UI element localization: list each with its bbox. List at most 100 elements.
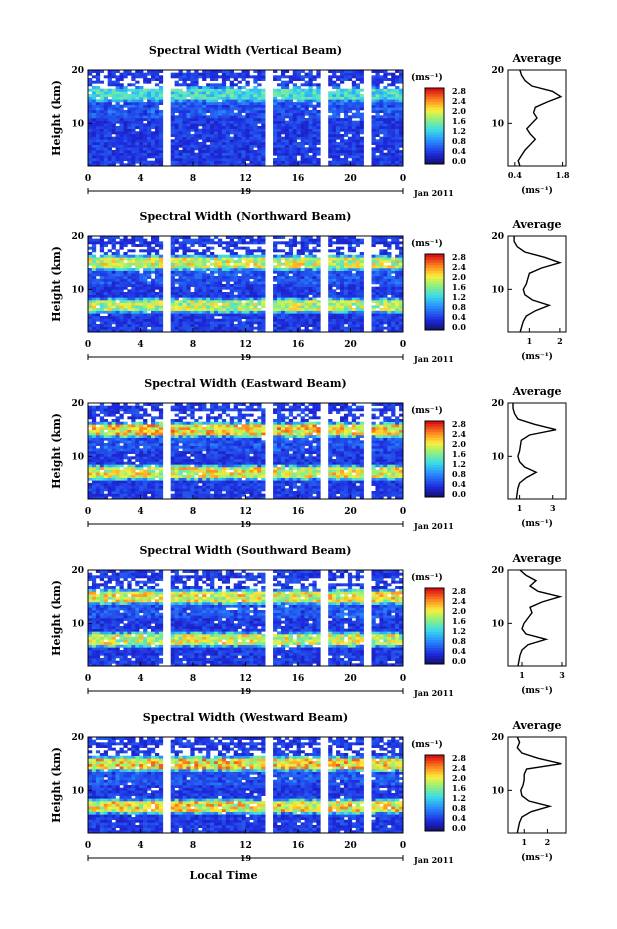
heatmap-cell — [103, 451, 108, 454]
heatmap-cell — [371, 329, 376, 333]
heatmap-cell — [257, 107, 262, 111]
heatmap-cell — [206, 123, 211, 127]
heatmap-cell — [237, 104, 242, 108]
heatmap-cell — [115, 120, 120, 124]
heatmap-cell — [154, 252, 160, 255]
x-tick-label: 0 — [85, 340, 91, 350]
heatmap-cell — [296, 289, 301, 293]
heatmap-cell — [288, 134, 294, 137]
heatmap-cell — [198, 252, 203, 255]
heatmap-cell — [154, 313, 160, 317]
heatmap-cell — [123, 134, 128, 137]
heatmap-cell — [300, 131, 305, 135]
heatmap-cell — [233, 316, 238, 319]
heatmap-cell — [359, 142, 364, 145]
x-tick-label: 20 — [344, 174, 357, 184]
heatmap-cell — [277, 104, 282, 108]
heatmap-cell — [135, 244, 140, 247]
heatmap-cell — [288, 305, 294, 309]
heatmap-cell — [198, 88, 203, 92]
heatmap-cell — [328, 115, 333, 119]
heatmap-cell — [383, 308, 388, 311]
heatmap-cell — [237, 147, 242, 151]
heatmap-cell — [119, 297, 124, 301]
heatmap-cell — [221, 302, 227, 306]
heatmap-cell — [91, 246, 97, 250]
heatmap-cell — [190, 158, 195, 161]
heatmap-cell — [391, 150, 396, 153]
heatmap-cell — [206, 313, 211, 317]
y-tick-label: 10 — [71, 119, 84, 129]
heatmap-cell — [225, 310, 231, 314]
heatmap-cell — [127, 326, 132, 330]
heatmap-cell — [88, 147, 93, 151]
heatmap-cell — [284, 136, 290, 140]
heatmap-cell — [379, 292, 384, 295]
heatmap-cell — [182, 249, 187, 253]
heatmap-cell — [174, 120, 179, 124]
heatmap-cell — [135, 123, 140, 127]
heatmap-cell — [312, 286, 317, 290]
heatmap-cell — [194, 238, 199, 242]
heatmap-cell — [186, 72, 191, 76]
heatmap-cell — [214, 329, 219, 333]
heatmap-cell — [217, 112, 223, 116]
heatmap-cell — [336, 102, 341, 105]
heatmap-cell — [280, 254, 286, 258]
heatmap-cell — [107, 131, 112, 135]
heatmap-cell — [273, 326, 278, 330]
heatmap-cell — [387, 94, 392, 97]
heatmap-cell — [379, 284, 384, 287]
heatmap-cell — [340, 144, 345, 148]
heatmap-cell — [158, 281, 164, 285]
heatmap-cell — [288, 139, 294, 143]
heatmap-cell — [103, 284, 108, 287]
heatmap-cell — [328, 96, 333, 100]
heatmap-cell — [273, 278, 278, 282]
heatmap-cell — [399, 160, 404, 164]
heatmap-cell — [107, 289, 112, 293]
heatmap-cell — [308, 128, 313, 132]
heatmap-cell — [190, 281, 195, 285]
heatmap-cell — [253, 112, 258, 116]
heatmap-cell — [284, 286, 290, 290]
heatmap-cell — [202, 126, 207, 129]
heatmap-cell — [210, 144, 215, 148]
heatmap-cell — [328, 270, 333, 274]
heatmap-cell — [355, 78, 360, 81]
heatmap-cell — [221, 257, 227, 261]
heatmap-cell — [154, 329, 160, 333]
heatmap-cell — [206, 115, 211, 119]
heatmap-cell — [139, 324, 144, 327]
heatmap-cell — [347, 268, 353, 271]
heatmap-cell — [375, 297, 380, 301]
heatmap-cell — [391, 110, 396, 113]
heatmap-cell — [221, 308, 227, 311]
heatmap-cell — [115, 236, 120, 239]
heatmap-cell — [395, 286, 400, 290]
heatmap-cell — [202, 118, 207, 121]
heatmap-cell — [147, 94, 152, 97]
heatmap-cell — [336, 155, 341, 159]
heatmap-cell — [237, 329, 242, 333]
heatmap-cell — [249, 284, 254, 287]
heatmap-cell — [229, 236, 234, 239]
heatmap-cell — [245, 150, 250, 153]
heatmap-cell — [351, 265, 357, 269]
heatmap-cell — [300, 78, 305, 81]
heatmap-cell — [351, 123, 357, 127]
heatmap-cell — [347, 144, 353, 148]
heatmap-cell — [336, 88, 341, 92]
heatmap-cell — [241, 115, 246, 119]
heatmap-cell — [202, 123, 207, 127]
heatmap-cell — [131, 270, 136, 274]
heatmap-cell — [186, 150, 191, 153]
heatmap-cell — [99, 118, 105, 121]
heatmap-cell — [182, 308, 187, 311]
heatmap-cell — [399, 70, 404, 73]
heatmap-cell — [194, 78, 199, 81]
heatmap-cell — [123, 244, 128, 247]
heatmap-cell — [399, 134, 404, 137]
heatmap-cell — [304, 302, 309, 306]
heatmap-cell — [127, 273, 132, 277]
